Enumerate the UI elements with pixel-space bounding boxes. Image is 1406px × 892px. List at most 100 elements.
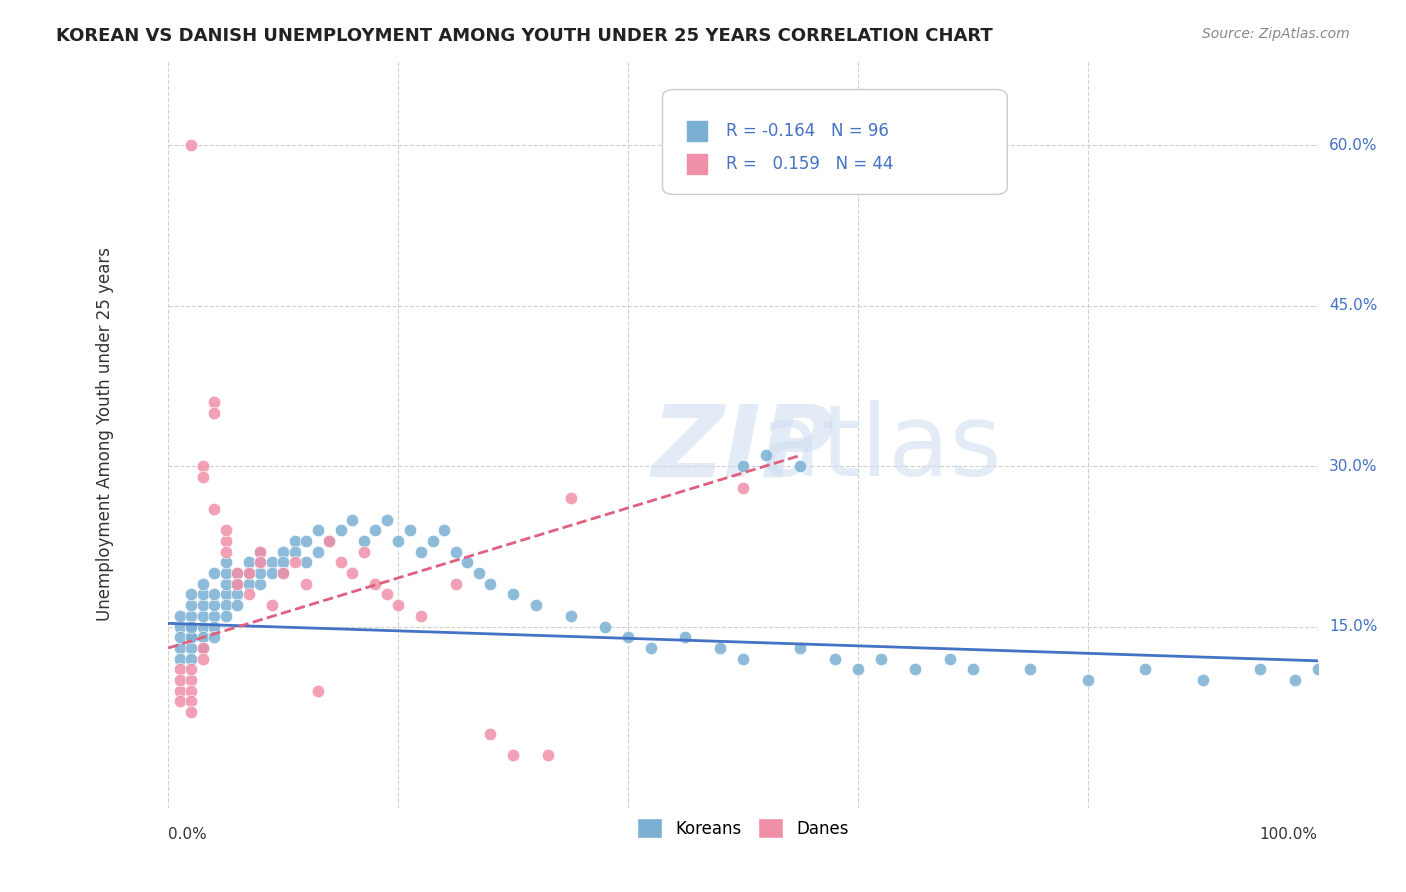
Point [180,598,202,612]
Point [202,587,225,601]
Point [191,587,214,601]
Point [180,694,202,708]
Point [249,555,271,569]
Point [962,662,984,676]
Point [398,524,420,538]
Text: atlas: atlas [761,401,1001,498]
Point [846,662,869,676]
Point [1019,662,1042,676]
Point [215,598,238,612]
Point [444,544,467,558]
Point [329,524,352,538]
Point [329,555,352,569]
Point [226,598,249,612]
Point [215,544,238,558]
Point [215,576,238,591]
Point [284,555,307,569]
Point [387,534,409,549]
Point [560,491,582,506]
Text: 0.0%: 0.0% [169,827,207,842]
Point [444,576,467,591]
Point [226,566,249,580]
Point [295,555,318,569]
Point [307,524,329,538]
Point [271,566,294,580]
Point [202,619,225,633]
Point [191,576,214,591]
Text: Source: ZipAtlas.com: Source: ZipAtlas.com [1202,27,1350,41]
Point [180,630,202,644]
Point [180,619,202,633]
Point [169,683,191,698]
Legend: Koreans, Danes: Koreans, Danes [630,812,856,845]
Point [1077,673,1099,687]
Point [318,534,340,549]
Text: 15.0%: 15.0% [1329,619,1378,634]
Point [340,566,363,580]
Point [789,640,811,655]
Point [202,566,225,580]
Point [824,651,846,665]
Point [202,608,225,623]
Point [202,406,225,420]
Point [215,608,238,623]
Point [249,566,271,580]
FancyBboxPatch shape [662,89,1007,194]
Point [1306,662,1329,676]
Text: 100.0%: 100.0% [1260,827,1317,842]
Point [191,651,214,665]
Point [307,544,329,558]
Point [191,640,214,655]
Point [180,705,202,719]
Point [295,534,318,549]
Point [364,524,387,538]
Point [502,587,524,601]
Point [375,513,398,527]
Point [731,459,754,474]
Point [1133,662,1156,676]
Point [169,640,191,655]
Point [260,598,283,612]
Point [709,640,731,655]
Point [284,534,307,549]
Point [169,608,191,623]
Text: 60.0%: 60.0% [1329,137,1378,153]
Point [238,587,260,601]
Point [180,630,202,644]
Point [375,587,398,601]
Point [202,598,225,612]
Point [411,608,433,623]
Point [1284,673,1306,687]
Text: KOREAN VS DANISH UNEMPLOYMENT AMONG YOUTH UNDER 25 YEARS CORRELATION CHART: KOREAN VS DANISH UNEMPLOYMENT AMONG YOUT… [56,27,993,45]
Point [260,555,283,569]
Text: R =   0.159   N = 44: R = 0.159 N = 44 [725,155,893,173]
Point [191,598,214,612]
Point [202,630,225,644]
Point [180,640,202,655]
Point [191,470,214,484]
Point [215,524,238,538]
Point [215,534,238,549]
Point [560,608,582,623]
Point [249,544,271,558]
Point [524,598,547,612]
Point [731,651,754,665]
Point [456,555,478,569]
Point [593,619,616,633]
Point [180,608,202,623]
Point [467,566,489,580]
Point [169,630,191,644]
Point [340,513,363,527]
Point [180,619,202,633]
Point [755,449,778,463]
Point [191,459,214,474]
Point [180,683,202,698]
Point [215,555,238,569]
Point [869,651,891,665]
Point [215,566,238,580]
Point [180,587,202,601]
Point [617,630,640,644]
Point [479,726,502,740]
Point [226,566,249,580]
Point [271,544,294,558]
